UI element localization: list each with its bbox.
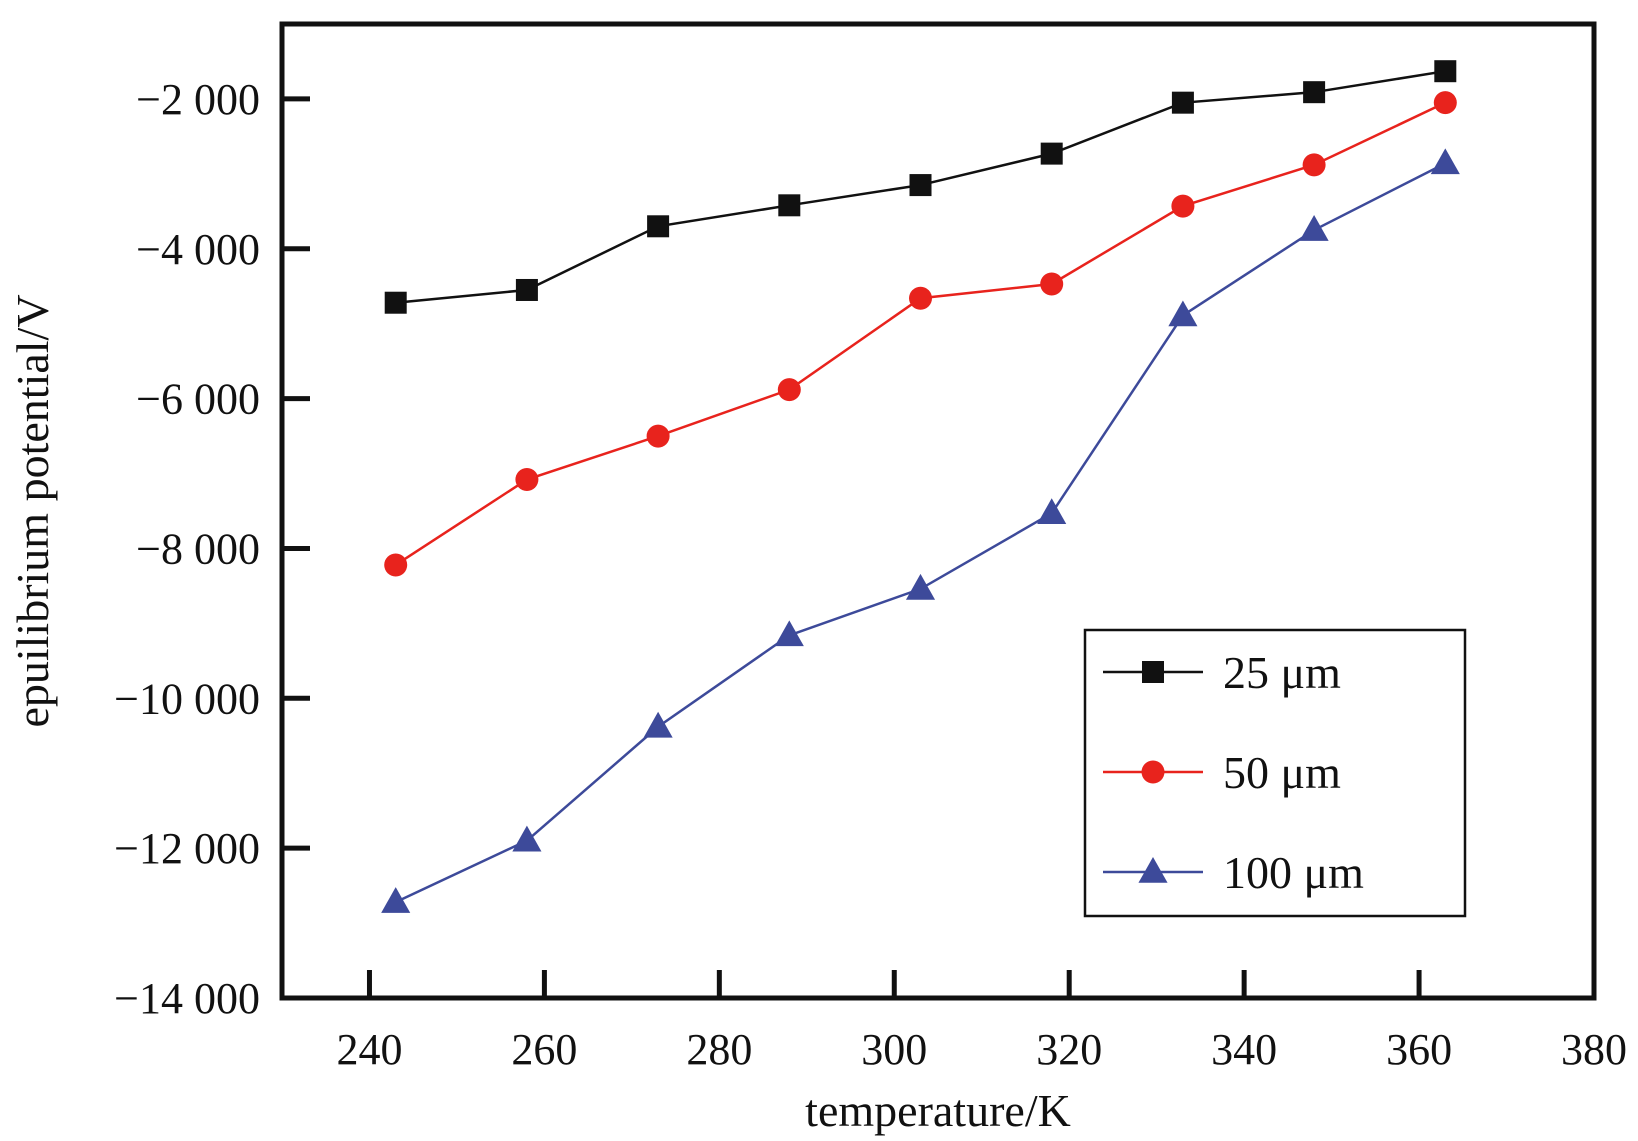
legend-marker bbox=[1138, 857, 1168, 883]
y-tick-label: −6 000 bbox=[136, 375, 260, 424]
data-point bbox=[1171, 91, 1194, 114]
data-point bbox=[1302, 153, 1326, 177]
data-point bbox=[774, 620, 804, 647]
y-tick-label: −4 000 bbox=[136, 225, 260, 274]
x-tick-label: 240 bbox=[336, 1025, 402, 1074]
legend-label: 100 μm bbox=[1223, 847, 1364, 898]
series-3 bbox=[381, 148, 1460, 913]
legend-marker bbox=[1142, 661, 1164, 683]
data-point bbox=[1171, 194, 1195, 218]
y-tick-label: −10 000 bbox=[114, 674, 260, 723]
data-point bbox=[1433, 91, 1457, 115]
data-point bbox=[777, 378, 801, 402]
data-point bbox=[515, 278, 538, 301]
data-point bbox=[1168, 300, 1198, 327]
data-point bbox=[1299, 215, 1329, 241]
data-point bbox=[381, 887, 411, 913]
y-tick-label: −8 000 bbox=[136, 524, 260, 573]
x-tick-label: 360 bbox=[1386, 1025, 1452, 1074]
legend-entry: 50 μm bbox=[1103, 747, 1341, 798]
plot-frame bbox=[279, 21, 1597, 1001]
x-tick-label: 260 bbox=[511, 1025, 577, 1074]
y-tick-label: −2 000 bbox=[136, 75, 260, 124]
x-tick-label: 300 bbox=[861, 1025, 927, 1074]
data-point bbox=[909, 286, 933, 310]
y-tick-label: −14 000 bbox=[114, 974, 260, 1023]
data-point bbox=[1040, 272, 1064, 296]
x-axis-title: temperature/K bbox=[805, 1085, 1071, 1136]
axes-layer: 240 260 280 300 320 340 360 380 −2 000 −4 000 −6 0… bbox=[7, 21, 1627, 1136]
legend: 25 μm 50 μm 100 μm bbox=[1083, 628, 1467, 918]
data-point bbox=[643, 711, 673, 738]
data-point bbox=[512, 825, 542, 852]
data-point bbox=[1434, 60, 1457, 83]
legend-entry: 25 μm bbox=[1103, 647, 1341, 698]
x-tick-label: 320 bbox=[1036, 1025, 1102, 1074]
series-line bbox=[395, 101, 1446, 566]
legend-label: 25 μm bbox=[1223, 647, 1341, 698]
data-point bbox=[515, 468, 539, 492]
data-point bbox=[1430, 148, 1460, 175]
data-point bbox=[1037, 498, 1067, 525]
data-point bbox=[646, 424, 670, 448]
legend-marker bbox=[1141, 760, 1165, 784]
x-tick-label: 380 bbox=[1561, 1025, 1627, 1074]
series-1 bbox=[384, 60, 1457, 314]
data-point bbox=[384, 291, 407, 314]
y-axis-title: epuilibrium potential/V bbox=[7, 294, 58, 727]
x-tick-label: 280 bbox=[686, 1025, 752, 1074]
legend-entry: 100 μm bbox=[1103, 847, 1364, 898]
data-point bbox=[778, 194, 801, 217]
data-point bbox=[647, 215, 670, 238]
data-point bbox=[1303, 81, 1326, 104]
data-point bbox=[909, 174, 932, 197]
data-point bbox=[1040, 142, 1063, 165]
x-tick-label: 340 bbox=[1211, 1025, 1277, 1074]
legend-label: 50 μm bbox=[1223, 747, 1341, 798]
series-layer bbox=[381, 60, 1460, 913]
series-2 bbox=[384, 91, 1457, 577]
data-point bbox=[384, 553, 408, 577]
data-point bbox=[905, 573, 936, 600]
y-tick-label: −12 000 bbox=[114, 824, 260, 873]
